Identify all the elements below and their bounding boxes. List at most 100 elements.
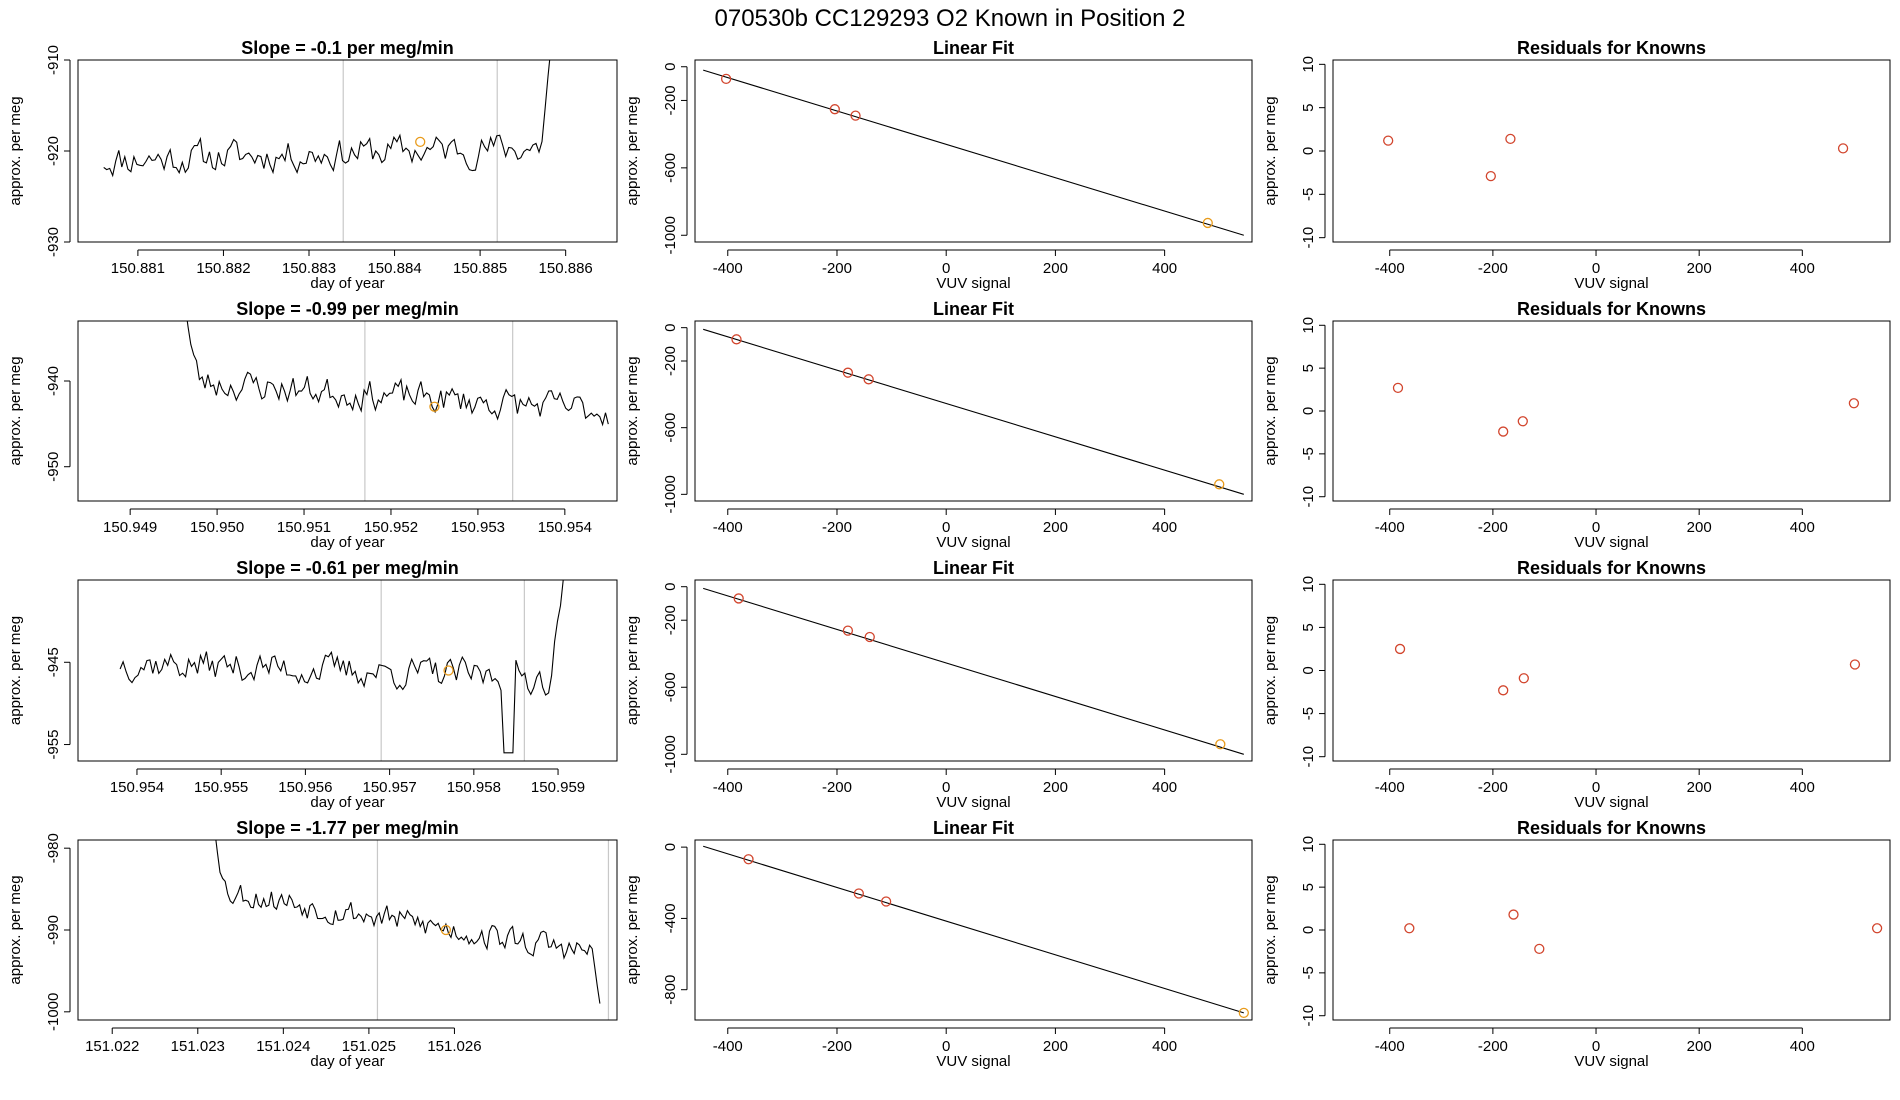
x-tick-label: -400	[1375, 260, 1405, 277]
y-tick-label: -200	[662, 85, 679, 115]
plot-area	[119, 580, 564, 754]
panel-title: Residuals for Knowns	[1517, 558, 1706, 578]
x-tick-label: 400	[1790, 260, 1815, 277]
x-tick-label: 400	[1790, 779, 1815, 796]
known-point	[829, 104, 840, 115]
known-point	[1394, 643, 1406, 655]
known-point	[1485, 170, 1496, 182]
x-tick-label: 200	[1687, 779, 1712, 796]
x-axis-label: VUV signal	[936, 275, 1010, 292]
sample-point	[1215, 739, 1226, 750]
y-axis-label: approx. per meg	[624, 875, 641, 984]
x-tick-label: -400	[713, 779, 743, 796]
x-tick-label: 151.025	[342, 1038, 396, 1055]
panel-line-r4c1: Slope = -1.77 per meg/min 151.022 151.023 1…	[7, 818, 618, 1070]
y-tick-label: 0	[662, 63, 679, 71]
y-tick-label: 10	[1300, 576, 1317, 593]
data-series-line	[215, 840, 601, 1004]
x-tick-label: 200	[1043, 260, 1068, 277]
x-tick-label: 150.882	[196, 260, 250, 277]
x-axis-label: day of year	[310, 275, 384, 292]
current-sample-point	[440, 924, 452, 936]
known-point	[850, 110, 861, 121]
y-tick-label: 5	[1300, 364, 1317, 372]
y-tick-label: -955	[45, 730, 62, 760]
x-tick-label: 200	[1043, 519, 1068, 536]
plot-area	[103, 60, 551, 178]
y-tick-label: 5	[1300, 623, 1317, 631]
sample-point	[1202, 217, 1213, 229]
y-tick-label: -10	[1300, 1005, 1317, 1027]
x-axis-label: VUV signal	[936, 534, 1010, 551]
panel-title: Slope = -0.99 per meg/min	[236, 299, 459, 319]
known-point	[863, 374, 874, 385]
x-tick-label: 200	[1043, 1038, 1068, 1055]
x-tick-label: 200	[1687, 260, 1712, 277]
known-point	[1505, 133, 1516, 145]
y-tick-label: -10	[1300, 486, 1317, 508]
x-tick-label: 400	[1152, 519, 1177, 536]
x-tick-label: -200	[1478, 519, 1508, 536]
x-tick-label: -200	[822, 260, 852, 277]
y-axis-label: approx. per meg	[624, 96, 641, 205]
fit-line	[703, 69, 1244, 236]
y-tick-label: -600	[662, 413, 679, 443]
y-tick-label: -1000	[662, 216, 679, 254]
x-tick-label: -200	[822, 519, 852, 536]
panel-title: Residuals for Knowns	[1517, 38, 1706, 58]
sample-point	[1238, 1007, 1249, 1019]
plot-area	[1392, 382, 1860, 437]
known-point	[842, 625, 854, 636]
y-tick-label: -980	[45, 833, 62, 863]
y-tick-label: -5	[1300, 966, 1317, 979]
x-tick-label: 400	[1790, 519, 1815, 536]
panel-frame	[77, 839, 618, 1021]
x-axis-label: VUV signal	[1574, 275, 1648, 292]
x-tick-label: 150.953	[451, 519, 505, 536]
x-axis-label: day of year	[310, 794, 384, 811]
y-tick-label: -5	[1300, 188, 1317, 201]
panel-line-r3c1: Slope = -0.61 per meg/min 150.954 150.955 1…	[7, 558, 618, 811]
x-tick-label: 200	[1043, 779, 1068, 796]
fit-line	[703, 845, 1244, 1014]
known-point	[1848, 398, 1860, 409]
known-point	[720, 73, 732, 85]
x-tick-label: 150.951	[277, 519, 331, 536]
x-tick-label: 400	[1152, 779, 1177, 796]
known-point	[743, 854, 754, 865]
plot-area	[1383, 133, 1849, 182]
panel-title: Slope = -1.77 per meg/min	[236, 818, 459, 838]
known-point	[1392, 382, 1404, 394]
plot-area	[1404, 909, 1883, 955]
panel-scatter-r1c3: Residuals for Knowns -400 -200 0 200 400 VUV s…	[1262, 38, 1891, 292]
y-tick-label: -990	[45, 915, 62, 945]
figure-title: 070530b CC129293 O2 Known in Position 2	[715, 5, 1186, 32]
data-series-line	[103, 60, 551, 178]
known-point	[1404, 923, 1415, 934]
x-tick-label: 150.881	[111, 260, 165, 277]
y-tick-label: 0	[1300, 407, 1317, 415]
x-tick-label: 151.022	[85, 1038, 139, 1055]
x-tick-label: 151.023	[171, 1038, 225, 1055]
x-axis-label: day of year	[310, 1053, 384, 1070]
x-tick-label: -200	[822, 1038, 852, 1055]
y-axis-label: approx. per meg	[7, 96, 24, 205]
known-point	[864, 631, 875, 643]
y-tick-label: -1000	[662, 735, 679, 773]
x-tick-label: 0	[942, 779, 950, 796]
x-axis-label: VUV signal	[1574, 534, 1648, 551]
panel-scatter-r3c3: Residuals for Knowns -400 -200 0 200 400 VUV s…	[1262, 558, 1891, 811]
fit-line	[703, 587, 1244, 755]
x-tick-label: 400	[1152, 1038, 1177, 1055]
y-tick-label: 0	[662, 843, 679, 851]
x-tick-label: 150.957	[362, 779, 416, 796]
x-tick-label: 0	[942, 260, 950, 277]
x-axis-label: VUV signal	[1574, 1053, 1648, 1070]
panel-frame	[77, 59, 618, 243]
plot-area	[703, 69, 1244, 236]
known-point	[1518, 673, 1529, 684]
y-tick-label: 5	[1300, 883, 1317, 891]
